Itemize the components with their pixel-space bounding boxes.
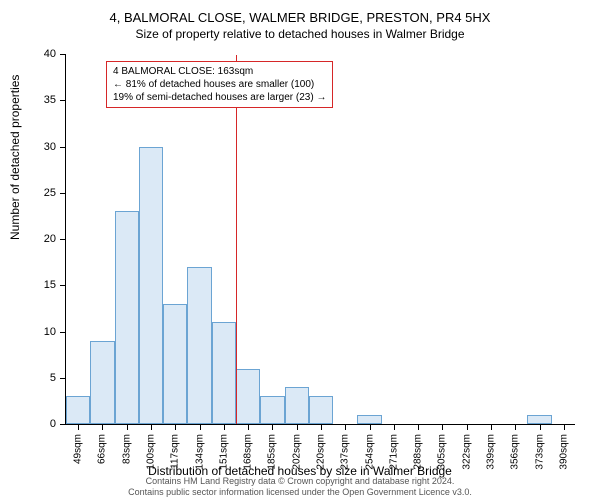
y-tick-label: 15 [26,279,66,291]
x-tick-label: 168sqm [243,424,254,470]
info-line-1: 4 BALMORAL CLOSE: 163sqm [113,65,326,78]
x-tick-label: 322sqm [461,424,472,470]
y-tick-label: 10 [26,326,66,338]
bar [187,267,211,424]
bar [212,322,236,424]
y-tick-label: 30 [26,141,66,153]
x-tick-label: 83sqm [121,424,132,464]
bar [527,415,551,424]
x-tick-label: 151sqm [218,424,229,470]
y-tick-label: 5 [26,372,66,384]
y-tick-label: 20 [26,233,66,245]
x-tick-label: 288sqm [413,424,424,470]
x-tick-label: 202sqm [291,424,302,470]
x-tick-label: 373sqm [534,424,545,470]
bar [357,415,381,424]
x-tick-label: 237sqm [340,424,351,470]
plot-area: 0510152025303540 49sqm66sqm83sqm100sqm11… [65,55,575,425]
info-box: 4 BALMORAL CLOSE: 163sqm ← 81% of detach… [106,61,333,108]
y-tick-label: 0 [26,418,66,430]
x-tick-label: 100sqm [146,424,157,470]
bars-layer [66,55,575,424]
x-tick-label: 185sqm [267,424,278,470]
footer-text: Contains HM Land Registry data © Crown c… [0,476,600,498]
x-tick-label: 49sqm [73,424,84,464]
bar [260,396,284,424]
y-axis-label: Number of detached properties [8,75,22,240]
footer-line-1: Contains HM Land Registry data © Crown c… [0,476,600,487]
x-tick-label: 220sqm [316,424,327,470]
info-line-2: ← 81% of detached houses are smaller (10… [113,78,326,91]
y-tick-label: 40 [26,48,66,60]
bar [285,387,309,424]
x-tick-label: 66sqm [97,424,108,464]
chart-container: 4, BALMORAL CLOSE, WALMER BRIDGE, PRESTO… [0,0,600,500]
x-tick-label: 356sqm [510,424,521,470]
bar [309,396,333,424]
x-tick-label: 117sqm [170,424,181,469]
x-tick-label: 134sqm [194,424,205,470]
x-tick-label: 305sqm [437,424,448,470]
bar [115,211,139,424]
y-tick-label: 35 [26,94,66,106]
info-line-3: 19% of semi-detached houses are larger (… [113,91,326,104]
bar [163,304,187,424]
bar [139,147,163,425]
x-tick-label: 271sqm [388,424,399,470]
x-tick-label: 254sqm [364,424,375,470]
bar [236,369,260,425]
marker-vertical-line [236,55,237,424]
x-tick-label: 339sqm [486,424,497,470]
footer-line-2: Contains public sector information licen… [0,487,600,498]
x-tick-label: 390sqm [558,424,569,470]
chart-title-1: 4, BALMORAL CLOSE, WALMER BRIDGE, PRESTO… [0,0,600,25]
bar [66,396,90,424]
y-tick-label: 25 [26,187,66,199]
bar [90,341,114,424]
chart-title-2: Size of property relative to detached ho… [0,27,600,41]
